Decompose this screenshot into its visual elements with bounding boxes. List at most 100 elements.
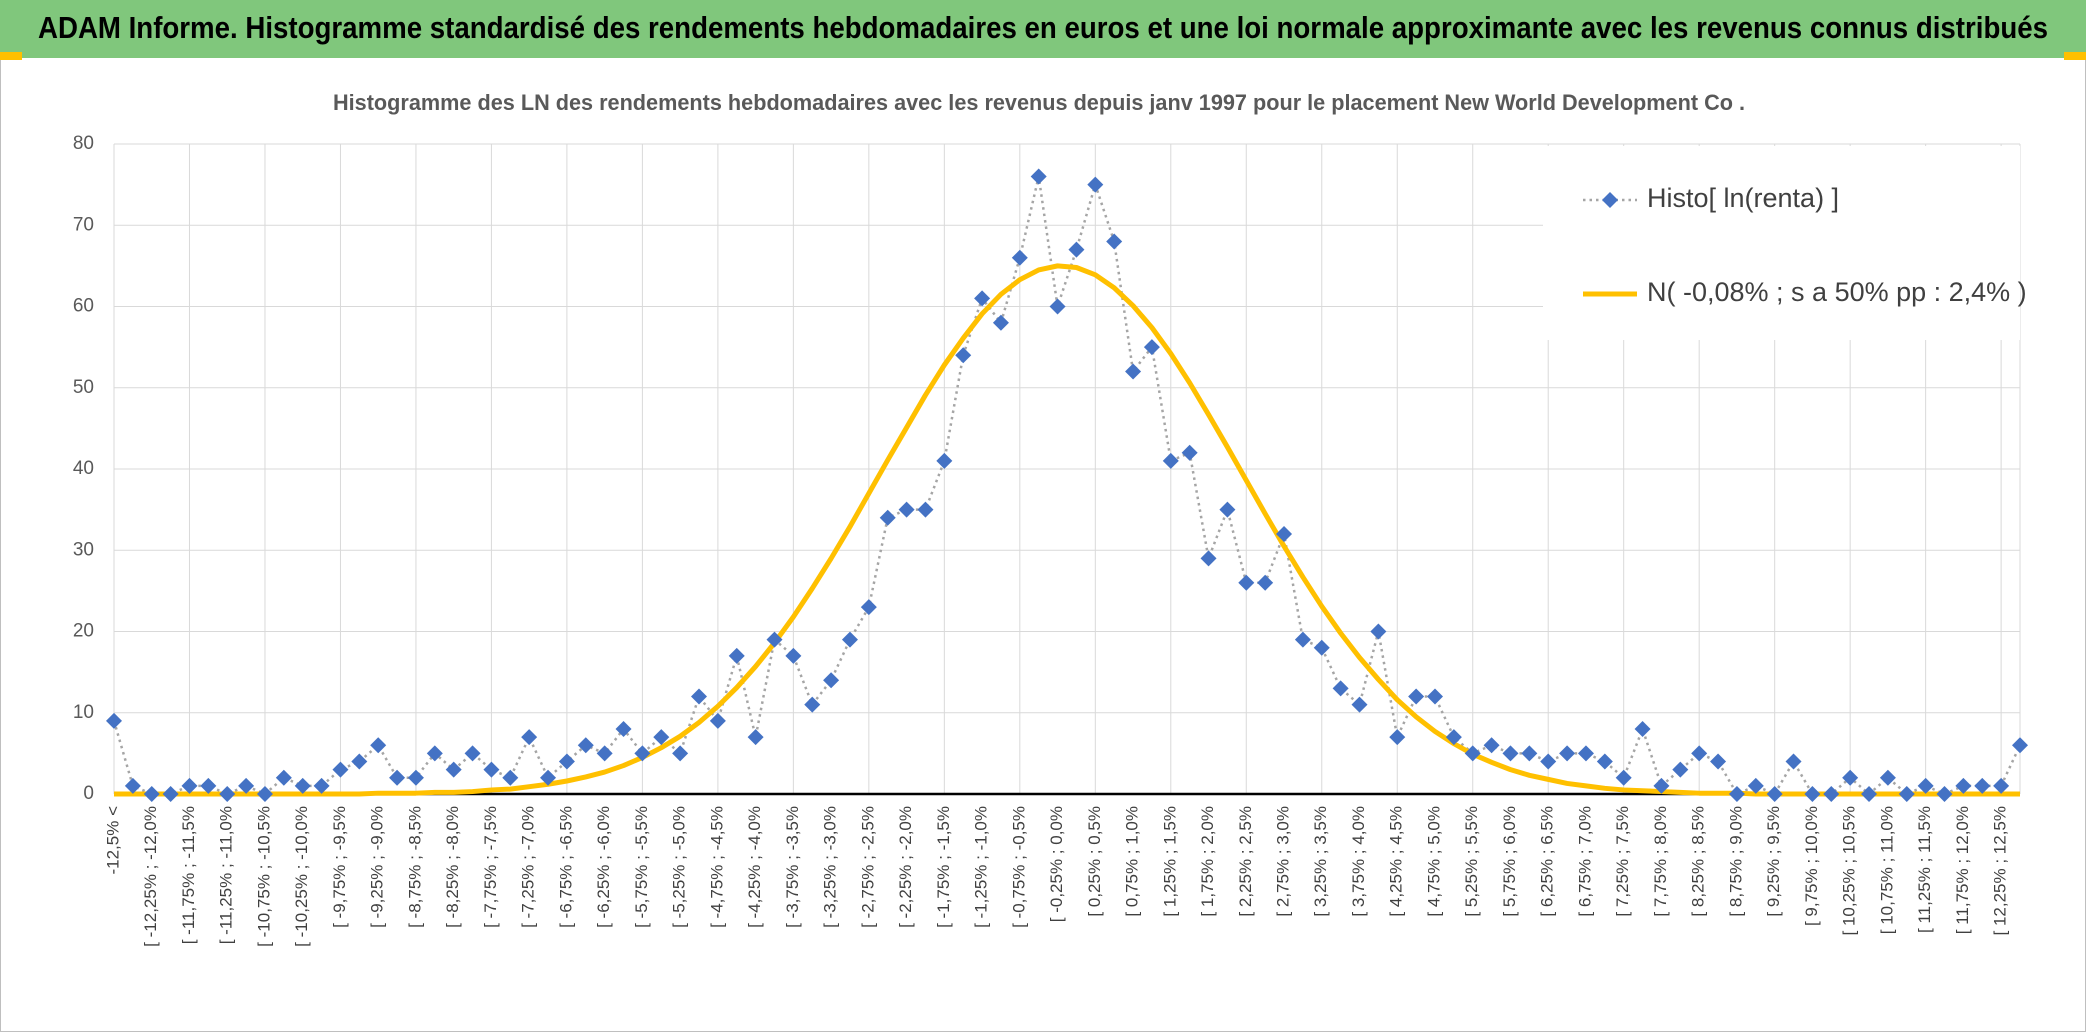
data-point [1747,777,1764,794]
x-tick-label: [ -5,75% ; -5,5% [632,806,651,928]
data-point [1200,550,1217,567]
x-tick-label: [ -9,25% ; -9,0% [368,806,387,928]
data-point [1370,623,1387,640]
data-point [238,777,255,794]
data-point [1389,729,1406,746]
x-tick-label: [ -6,25% ; -6,0% [594,806,613,928]
y-tick-label: 80 [73,133,94,154]
data-point [1332,680,1349,697]
data-point [1577,745,1594,762]
data-point [1766,786,1783,802]
x-tick-label: [ -11,75% ; -11,5% [179,806,198,944]
data-point [1521,745,1538,762]
data-point [1728,786,1745,802]
y-tick-label: 50 [73,377,94,398]
data-point [219,786,236,802]
x-tick-label: [ 1,25% ; 1,5% [1160,806,1179,917]
x-tick-label: [ -3,75% ; -3,5% [783,806,802,928]
data-point [275,769,292,786]
data-point [1936,786,1953,802]
data-point [709,712,726,729]
x-tick-label: [ 3,75% ; 4,0% [1349,806,1368,917]
x-tick-label: [ -7,75% ; -7,5% [481,806,500,928]
data-point [1087,176,1104,193]
x-tick-label: [ -0,75% ; -0,5% [1009,806,1028,928]
data-point [1408,688,1425,705]
data-point [1955,777,1972,794]
x-tick-label: [ -3,25% ; -3,0% [821,806,840,928]
data-point [879,509,896,526]
data-point [124,777,141,794]
x-tick-label: [ 6,25% ; 6,5% [1538,806,1557,917]
data-point [766,631,783,648]
data-point [974,290,991,307]
data-point [1710,753,1727,770]
data-point [653,729,670,746]
data-point [804,696,821,713]
x-tick-label: [ 7,75% ; 8,0% [1651,806,1670,917]
data-point [1502,745,1519,762]
data-point [1596,753,1613,770]
x-tick-label: [ 9,75% ; 10,0% [1802,806,1821,926]
x-tick-label: [ 4,75% ; 5,0% [1424,806,1443,917]
y-tick-label: 0 [83,783,94,804]
x-tick-label: -12,5% < [103,806,122,875]
data-point [1634,721,1651,737]
x-tick-label: [ 0,75% ; 1,0% [1123,806,1142,917]
data-point [1653,777,1670,794]
data-point [1898,786,1915,802]
x-tick-label: [ 3,25% ; 3,5% [1311,806,1330,917]
data-point [558,753,575,770]
data-point [332,761,349,778]
series-line [114,263,2020,797]
data-point [1672,761,1689,778]
data-point [1313,639,1330,656]
x-tick-label: [ 1,75% ; 2,0% [1198,806,1217,917]
x-tick-label: [ -1,25% ; -1,0% [972,806,991,928]
data-point [1785,753,1802,770]
x-tick-label: [ 11,25% ; 11,5% [1915,806,1934,933]
data-point [615,721,632,737]
x-tick-label: [ -1,75% ; -1,5% [934,806,953,928]
data-point [1823,786,1840,802]
x-tick-label: [ 8,25% ; 8,5% [1689,806,1708,917]
data-point [106,712,122,729]
x-tick-label: [ 2,25% ; 2,5% [1236,806,1255,917]
data-point [691,688,708,705]
x-tick-label: [ -10,25% ; -10,0% [292,806,311,947]
data-point [1125,363,1142,380]
data-point [898,501,915,518]
corner [0,52,22,60]
data-point [1049,298,1066,315]
legend-marker [1602,192,1618,208]
data-point [1219,501,1236,518]
data-point [1540,753,1557,770]
data-point [162,786,179,802]
x-tick-label: [ -5,25% ; -5,0% [670,806,689,928]
data-point [1294,631,1311,648]
data-point [1879,769,1896,786]
data-point [1804,786,1821,802]
x-tick-label: [ 0,25% ; 0,5% [1085,806,1104,917]
data-point [672,745,689,762]
data-point [1143,339,1160,356]
legend-label: N( -0,08% ; s a 50% pp : 2,4% ) [1647,277,2027,307]
x-tick-label: [ -12,25% ; -12,0% [141,806,160,947]
data-point [351,753,368,770]
data-point [1842,769,1859,786]
data-point [1257,574,1274,591]
data-point [823,672,840,689]
x-tick-label: [ -6,75% ; -6,5% [556,806,575,928]
y-tick-label: 20 [73,621,94,642]
data-point [1483,737,1500,754]
y-tick-label: 10 [73,702,94,723]
data-point [1238,574,1255,591]
x-tick-label: [ -8,75% ; -8,5% [405,806,424,928]
corner [2064,52,2086,60]
data-point [1181,444,1198,461]
x-tick-label: [ -2,75% ; -2,5% [858,806,877,928]
data-point [992,314,1009,331]
data-point [521,729,538,746]
x-tick-label: [ -7,25% ; -7,0% [519,806,538,928]
